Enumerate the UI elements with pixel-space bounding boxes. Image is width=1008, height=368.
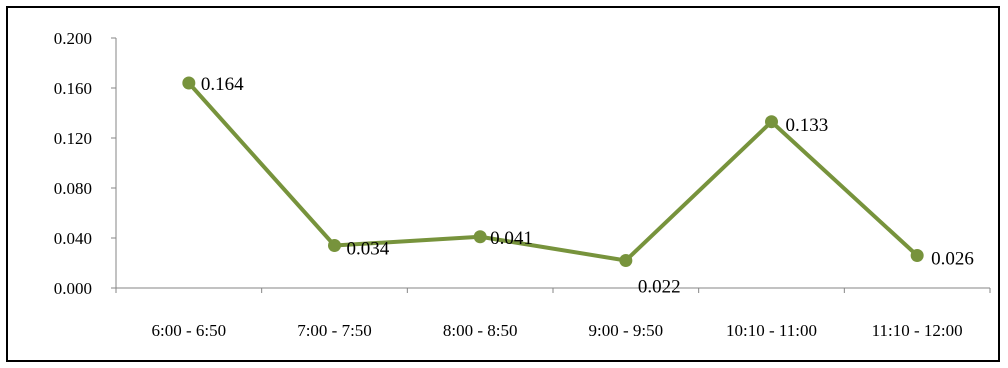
x-tick-label: 9:00 - 9:50: [589, 321, 664, 340]
x-tick-label: 11:10 - 12:00: [872, 321, 963, 340]
data-labels: 0.164 0.034 0.041 0.022 0.133 0.026: [201, 74, 974, 298]
y-tick-label: 0.040: [54, 229, 92, 248]
data-label: 0.164: [201, 74, 244, 95]
x-tick-label: 10:10 - 11:00: [726, 321, 817, 340]
y-tick-label: 0.080: [54, 179, 92, 198]
data-label: 0.133: [786, 115, 829, 136]
data-label: 0.041: [490, 228, 533, 249]
y-tick-label: 0.200: [54, 29, 92, 48]
y-tick-label: 0.120: [54, 129, 92, 148]
series-line: [187, 81, 919, 263]
x-tick-label: 7:00 - 7:50: [297, 321, 372, 340]
x-tick-label: 8:00 - 8:50: [443, 321, 518, 340]
data-label: 0.026: [931, 249, 974, 270]
y-axis: 0.000 0.040 0.080 0.120 0.160 0.200: [54, 29, 117, 298]
y-tick-label: 0.000: [54, 279, 92, 298]
data-point: [619, 254, 633, 267]
data-label: 0.022: [638, 277, 681, 298]
series-group: [182, 76, 924, 267]
data-point: [473, 230, 487, 244]
data-point: [910, 249, 924, 262]
data-label: 0.034: [347, 239, 390, 260]
data-point: [328, 239, 341, 252]
chart-frame: [6, 6, 1000, 362]
data-point: [765, 115, 778, 129]
x-axis: 6:00 - 6:50 7:00 - 7:50 8:00 - 8:50 9:00 - …: [115, 287, 991, 340]
x-tick-label: 6:00 - 6:50: [152, 321, 227, 340]
data-point: [182, 76, 196, 90]
y-tick-label: 0.160: [54, 79, 92, 98]
